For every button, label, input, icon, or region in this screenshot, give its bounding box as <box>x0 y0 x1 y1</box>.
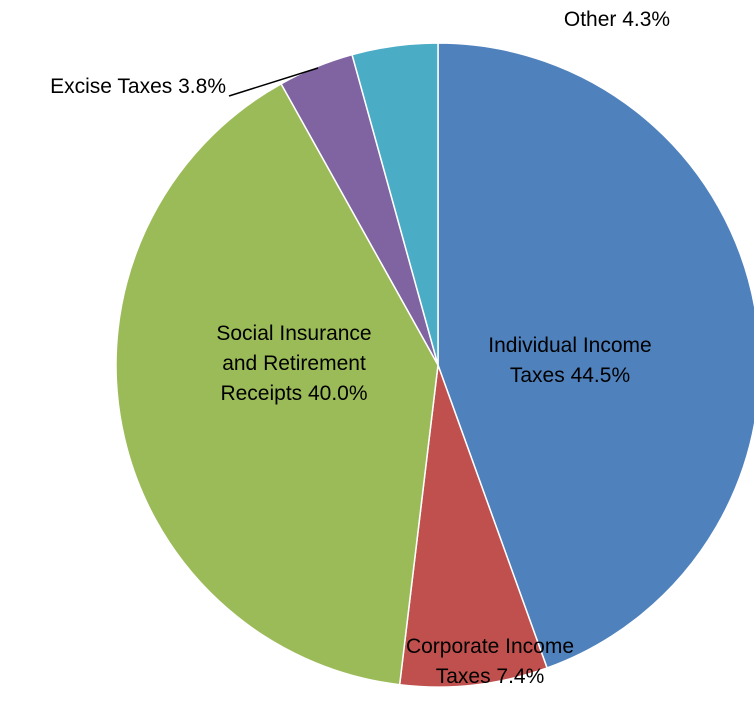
data-label-individual-income-taxes: Individual Income Taxes 44.5% <box>488 334 651 387</box>
pie-slice-other <box>351 42 439 366</box>
data-label-line: Excise Taxes 3.8% <box>50 75 226 98</box>
data-label-other: Other 4.3% <box>564 8 670 31</box>
pie-slice-social-insurance-and-retirement-receipts <box>115 82 439 686</box>
pie-slices <box>115 42 754 688</box>
data-label-line: Corporate Income <box>406 635 574 658</box>
pie-slice-corporate-income-taxes <box>398 364 549 688</box>
pie-slice-individual-income-taxes <box>437 42 754 669</box>
data-label-excise-taxes: Excise Taxes 3.8% <box>50 75 226 98</box>
data-label-line: Social Insurance <box>216 322 371 345</box>
leader-lines <box>228 67 319 97</box>
data-label-corporate-income-taxes: Corporate Income Taxes 7.4% <box>406 635 574 688</box>
data-label-line: Individual Income <box>488 334 651 357</box>
data-label-line: Taxes 44.5% <box>510 364 630 387</box>
data-label-line: and Retirement <box>222 352 366 375</box>
leader-line-excise-taxes <box>228 67 319 97</box>
pie-data-labels: Individual Income Taxes 44.5% Corporate In… <box>50 8 670 688</box>
data-label-line: Receipts 40.0% <box>220 382 367 405</box>
data-label-line: Taxes 7.4% <box>436 665 545 688</box>
data-label-social-insurance-and-retirement-receipts: Social Insurance and Retirement Receipts 4… <box>216 322 371 405</box>
data-label-line: Other 4.3% <box>564 8 670 31</box>
